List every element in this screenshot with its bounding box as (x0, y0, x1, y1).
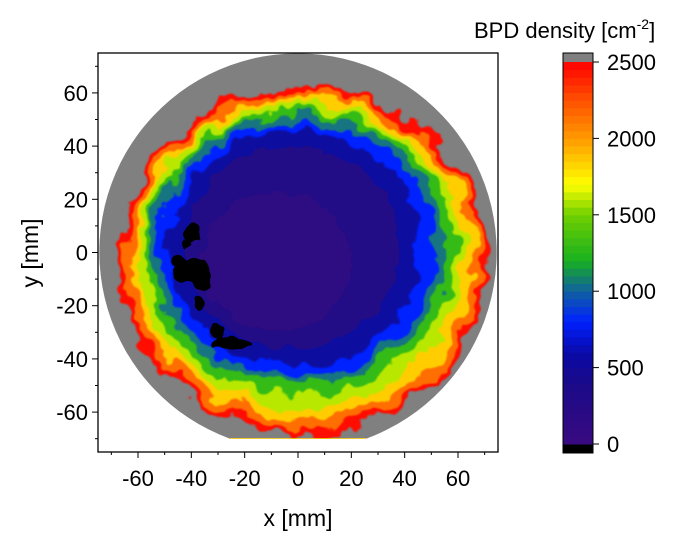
colorbar-band (563, 298, 593, 307)
axes: -60 -40 -20 0 20 40 60 -60 -40 -20 0 20 40 60 (56, 65, 486, 491)
colorbar-band (563, 100, 593, 109)
colorbar-band (563, 260, 593, 269)
colorbar-band (563, 398, 593, 407)
colorbar-band (563, 421, 593, 430)
zero-density-patch (183, 225, 200, 242)
x-axis-title: x [mm] (264, 505, 333, 531)
zero-density-patch (210, 325, 226, 339)
colorbar-band (563, 268, 593, 277)
zero-density-patch (212, 336, 250, 350)
colorbar-band (563, 176, 593, 185)
colorbar-band (563, 253, 593, 262)
colorbar-band (563, 344, 593, 353)
colorbar-band (563, 352, 593, 361)
colorbar-band (563, 207, 593, 216)
colorbar-band (563, 77, 593, 86)
x-tick-label: 40 (392, 466, 416, 491)
colorbar-tick-label: 2500 (607, 50, 656, 75)
colorbar-band (563, 138, 593, 147)
colorbar-title-suffix: ] (649, 18, 655, 43)
colorbar-band (563, 321, 593, 330)
colorbar-band (563, 92, 593, 101)
colorbar-band (563, 214, 593, 223)
colorbar-band (563, 413, 593, 422)
colorbar-band (563, 123, 593, 132)
heatmap (99, 53, 497, 439)
x-tick-label: -20 (229, 466, 261, 491)
colorbar-band (563, 84, 593, 94)
colorbar-band (563, 115, 593, 124)
colorbar-band (563, 329, 593, 338)
colorbar-band (563, 375, 593, 384)
colorbar-band (563, 306, 593, 315)
colorbar-band (563, 146, 593, 155)
colorbar-band (563, 161, 593, 170)
colorbar-band (563, 191, 593, 201)
colorbar-band (563, 283, 593, 292)
colorbar-band (563, 337, 593, 346)
y-tick-label: -40 (56, 347, 88, 372)
colorbar-band (563, 359, 593, 369)
x-tick-label: 20 (339, 466, 363, 491)
y-tick-label: 60 (64, 81, 88, 106)
zero-density-patch (191, 295, 208, 312)
colorbar-band (563, 275, 593, 285)
colorbar-band (563, 382, 593, 392)
colorbar-band (563, 107, 593, 116)
colorbar-band (563, 168, 593, 178)
colorbar-band (563, 62, 593, 71)
colorbar-band (563, 222, 593, 231)
colorbar-band (563, 245, 593, 254)
colorbar-band (563, 291, 593, 300)
colorbar-frame (562, 52, 594, 454)
zero-density-patch (180, 239, 192, 250)
colorbar-band (563, 130, 593, 139)
colorbar-band (563, 199, 593, 208)
y-tick-label: -60 (56, 400, 88, 425)
y-tick-label: 40 (64, 134, 88, 159)
colorbar-band (563, 230, 593, 239)
colorbar-band (563, 237, 593, 246)
colorbar-tick-label: 1500 (607, 203, 656, 228)
density-contour (202, 191, 352, 330)
x-tick-label: 60 (446, 466, 470, 491)
colorbar-title-superscript: -2 (637, 16, 650, 32)
y-axis-title: y [mm] (17, 219, 43, 288)
colorbar-tick-label: 500 (607, 356, 644, 381)
colorbar-band (563, 367, 593, 376)
x-tick-label: -60 (122, 466, 154, 491)
zero-density-patch (191, 268, 213, 290)
colorbar-tick-label: 0 (607, 432, 619, 457)
y-tick-label: 20 (64, 187, 88, 212)
zero-density-patch (172, 255, 189, 272)
colorbar-over-band (563, 53, 593, 62)
colorbar-band (563, 436, 593, 445)
colorbar: 0 500 1000 1500 2000 2500 (562, 50, 656, 457)
colorbar-tick-label: 2000 (607, 126, 656, 151)
y-tick-label: -20 (56, 294, 88, 319)
colorbar-title-text: BPD density [cm (474, 18, 637, 43)
x-tick-label: 0 (292, 466, 304, 491)
colorbar-title: BPD density [cm-2] (474, 16, 655, 43)
colorbar-band (563, 69, 593, 78)
colorbar-band (563, 405, 593, 414)
y-tick-label: 0 (76, 241, 88, 266)
colorbar-band (563, 314, 593, 323)
colorbar-band (563, 153, 593, 162)
x-tick-label: -40 (175, 466, 207, 491)
colorbar-tick-label: 1000 (607, 279, 656, 304)
colorbar-band (563, 390, 593, 399)
colorbar-band (563, 428, 593, 437)
colorbar-band (563, 184, 593, 193)
colorbar-under-band (563, 444, 593, 453)
